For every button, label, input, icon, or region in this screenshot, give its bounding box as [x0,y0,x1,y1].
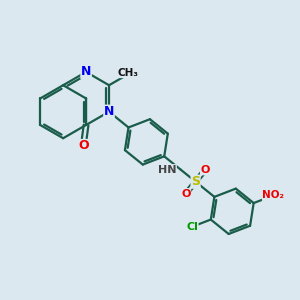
Text: O: O [200,165,210,175]
Text: NO₂: NO₂ [262,190,284,200]
Text: HN: HN [158,165,176,175]
Text: S: S [191,175,200,188]
Text: O: O [78,140,88,152]
Text: Cl: Cl [186,222,198,232]
Text: N: N [81,65,91,79]
Text: N: N [104,105,114,118]
Text: O: O [181,189,191,199]
Text: CH₃: CH₃ [118,68,139,78]
